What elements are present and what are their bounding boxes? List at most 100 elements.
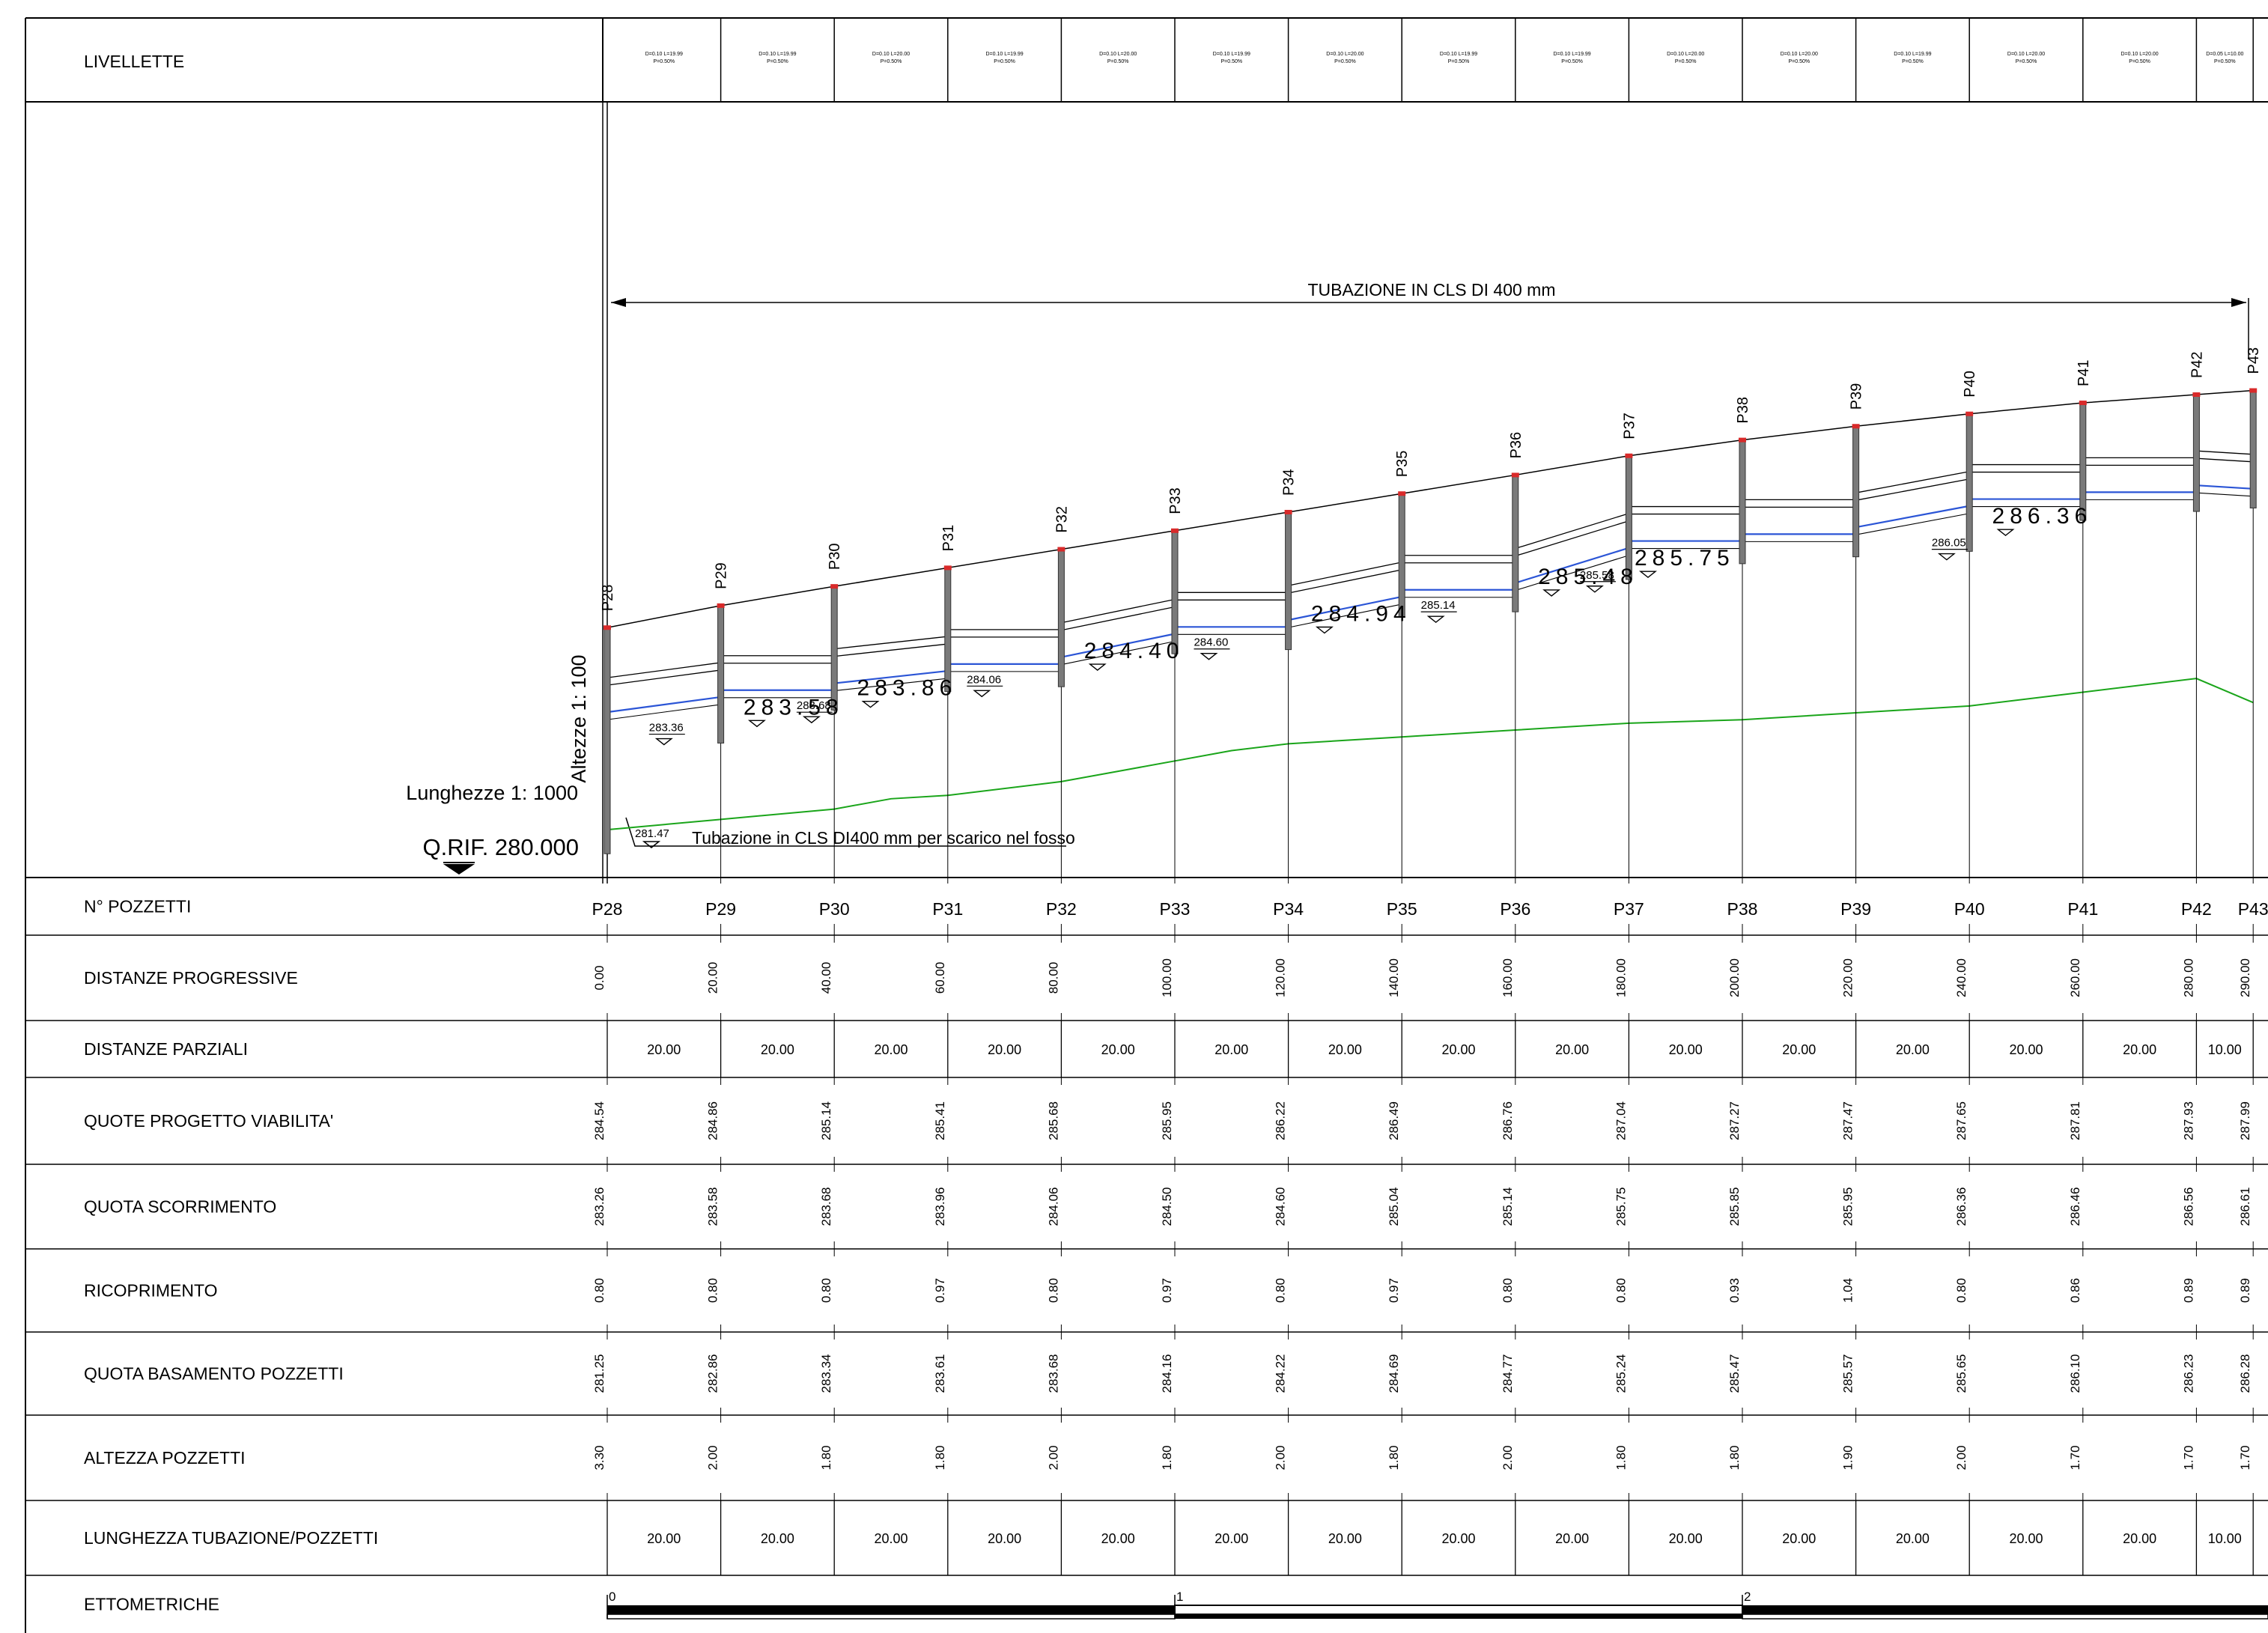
invert-label-small: 284.06 — [967, 673, 1001, 686]
table-cell-scorr: 285.95 — [1841, 1188, 1855, 1226]
table-cell-viab: 285.14 — [819, 1101, 833, 1140]
table-cell-prog: 60.00 — [933, 962, 947, 994]
livellette-cell-line1: D=0.10 L=20.00 — [1781, 52, 1818, 57]
table-cell-prog: 140.00 — [1387, 958, 1401, 997]
well-shaft — [1057, 549, 1065, 687]
table-cell-lung: 10.00 — [2208, 1531, 2242, 1546]
well-cover — [1625, 453, 1633, 458]
hectometric-label: 2 — [1744, 1590, 1751, 1604]
table-cell-prog: 240.00 — [1954, 958, 1968, 997]
table-cell-viab: 284.86 — [706, 1101, 720, 1140]
livellette-cell-line2: P=0.50% — [1220, 59, 1242, 64]
well-label: P43 — [2246, 347, 2262, 374]
table-cell-viab: 287.93 — [2181, 1101, 2195, 1140]
livellette-cell-line2: P=0.50% — [1334, 59, 1356, 64]
table-cell-pozzetti: P42 — [2181, 899, 2212, 919]
table-cell-basam: 281.25 — [592, 1354, 606, 1393]
table-cell-lung: 20.00 — [1441, 1531, 1475, 1546]
invert-label-large: 284.94 — [1311, 602, 1411, 627]
well-label: P33 — [1167, 487, 1184, 514]
invert-label-large: 286.36 — [1992, 504, 2093, 529]
table-cell-ricop: 0.80 — [706, 1278, 720, 1303]
table-cell-lung: 20.00 — [874, 1531, 907, 1546]
table-row-label-pozzetti: N° POZZETTI — [84, 897, 191, 916]
livellette-cell-line1: D=0.10 L=19.99 — [645, 52, 683, 57]
well-label: P40 — [1962, 371, 1978, 398]
hectometric-bar — [607, 1605, 1175, 1614]
well-shaft — [944, 567, 952, 693]
well-shaft — [2249, 390, 2257, 508]
outfall-elev-marker — [642, 841, 661, 848]
table-cell-prog: 40.00 — [819, 962, 833, 994]
well-shaft — [1512, 474, 1519, 612]
table-row-label-viab: QUOTE PROGETTO VIABILITA' — [84, 1111, 333, 1131]
table-cell-prog: 80.00 — [1046, 962, 1060, 994]
table-cell-basam: 286.23 — [2181, 1354, 2195, 1393]
table-cell-scorr: 285.85 — [1727, 1188, 1742, 1226]
hectometric-bar — [1742, 1614, 2268, 1620]
well-cover — [943, 565, 952, 571]
invert-marker-large — [1638, 571, 1657, 579]
table-cell-prog: 100.00 — [1160, 958, 1174, 997]
pipe-bottom-line — [606, 704, 721, 720]
livellette-strip: LIVELLETTE D=0.10 L=19.99 P=0.50% D=0.10 L… — [25, 18, 2268, 103]
table-cell-scorr: 286.36 — [1954, 1188, 1968, 1226]
manholes: P28 P29 P30 P31 P32 P33 P34 P35 P36 P37 P38 P39 P40 P… — [600, 347, 2262, 884]
invert-label-small: 283.36 — [649, 722, 684, 735]
table-cell-alt: 2.00 — [706, 1445, 720, 1470]
table-cell-scorr: 284.50 — [1160, 1188, 1174, 1226]
table-cell-parz: 20.00 — [1214, 1042, 1248, 1057]
pipe-bottom-line — [1288, 603, 1402, 628]
scale-lengths-label: Lunghezze 1: 1000 — [406, 782, 578, 804]
table-cell-alt: 1.80 — [1727, 1445, 1742, 1470]
table-cell-ricop: 1.04 — [1841, 1278, 1855, 1303]
well-shaft — [1398, 493, 1405, 618]
pipe-invert-line — [1288, 595, 1402, 621]
invert-label-large: 283.86 — [857, 676, 958, 701]
table-row-label-ricop: RICOPRIMENTO — [84, 1281, 217, 1301]
well-cover — [1511, 472, 1519, 478]
dimension-arrow-left — [611, 298, 626, 307]
table-cell-viab: 286.76 — [1501, 1101, 1515, 1140]
table-row-label-etto: ETTOMETRICHE — [84, 1595, 219, 1614]
table-cell-basam: 284.69 — [1387, 1354, 1401, 1393]
table-cell-basam: 284.77 — [1501, 1354, 1515, 1393]
table-cell-scorr: 283.96 — [933, 1188, 947, 1226]
hectometric-label: 1 — [1176, 1590, 1183, 1604]
pipe-crown-line — [2196, 457, 2254, 463]
pipe-crown-line — [1288, 569, 1402, 594]
table-cell-ricop: 0.97 — [933, 1278, 947, 1303]
pipe-bottom-line — [2196, 492, 2254, 497]
table-cell-basam: 283.68 — [1046, 1354, 1060, 1393]
well-shaft — [1285, 511, 1292, 651]
invert-marker — [1585, 586, 1604, 593]
well-cover — [2249, 388, 2258, 393]
road-line — [606, 389, 2254, 628]
table-cell-viab: 287.47 — [1841, 1101, 1855, 1140]
profile-area: TUBAZIONE IN CLS DI 400 mm Altezze 1: 10… — [406, 102, 2262, 884]
table-row-label-scorr: QUOTA SCORRIMENTO — [84, 1197, 276, 1217]
table-cell-lung: 20.00 — [1328, 1531, 1362, 1546]
livellette-cell-line2: P=0.50% — [1107, 59, 1129, 64]
livellette-cell-line2: P=0.50% — [653, 59, 675, 64]
well-cover — [1284, 510, 1292, 515]
table-cell-basam: 286.10 — [2068, 1354, 2082, 1393]
well-label: P42 — [2189, 351, 2205, 378]
pipe-bottom-line — [834, 678, 948, 692]
table-cell-lung: 20.00 — [647, 1531, 681, 1546]
well-label: P39 — [1849, 383, 1865, 410]
well-shaft — [1625, 455, 1632, 580]
pipe-bottom-line — [1061, 640, 1176, 666]
table-cell-ricop: 0.97 — [1387, 1278, 1401, 1303]
pipe-invert-line — [1855, 505, 1970, 529]
table-cell-lung: 20.00 — [1782, 1531, 1816, 1546]
pipe-crown-line — [1855, 478, 1970, 501]
well-cover — [717, 603, 725, 608]
well-cover — [2192, 392, 2201, 398]
table-cell-viab: 287.27 — [1727, 1101, 1742, 1140]
dimension-arrow-right — [2231, 298, 2246, 307]
table-cell-parz: 20.00 — [1896, 1042, 1930, 1057]
well-shaft — [1739, 440, 1746, 565]
table-cell-scorr: 285.75 — [1614, 1188, 1628, 1226]
pipe-invert-line — [1515, 547, 1629, 584]
